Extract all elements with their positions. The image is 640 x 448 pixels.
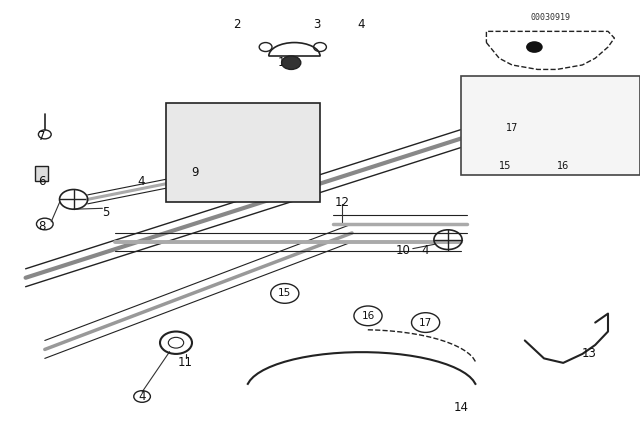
Text: 4: 4 xyxy=(138,390,146,403)
Text: 12: 12 xyxy=(335,196,350,209)
Text: 2: 2 xyxy=(233,18,241,31)
Text: 4: 4 xyxy=(422,244,429,258)
Text: 16: 16 xyxy=(557,161,570,171)
Text: 17: 17 xyxy=(506,123,518,133)
Bar xyxy=(477,152,509,164)
Text: 9: 9 xyxy=(191,166,199,179)
Text: 4: 4 xyxy=(137,175,145,188)
Text: 15: 15 xyxy=(499,161,512,171)
Text: 17: 17 xyxy=(419,318,432,327)
FancyBboxPatch shape xyxy=(166,103,320,202)
Text: 16: 16 xyxy=(362,311,374,321)
Text: 14: 14 xyxy=(453,401,468,414)
Text: 5: 5 xyxy=(102,206,109,220)
Text: 4: 4 xyxy=(358,18,365,31)
Circle shape xyxy=(526,41,543,53)
Text: 00030919: 00030919 xyxy=(531,13,570,22)
Text: 6: 6 xyxy=(38,175,45,188)
Text: 11: 11 xyxy=(178,356,193,370)
Text: 3: 3 xyxy=(313,18,321,31)
Bar xyxy=(35,166,48,181)
Text: 13: 13 xyxy=(581,347,596,361)
FancyBboxPatch shape xyxy=(461,76,640,175)
Circle shape xyxy=(282,56,301,69)
Text: 15: 15 xyxy=(278,289,291,298)
Text: 10: 10 xyxy=(396,244,411,258)
Text: 8: 8 xyxy=(38,220,45,233)
Text: 7: 7 xyxy=(38,130,45,143)
Text: 1: 1 xyxy=(278,56,285,69)
